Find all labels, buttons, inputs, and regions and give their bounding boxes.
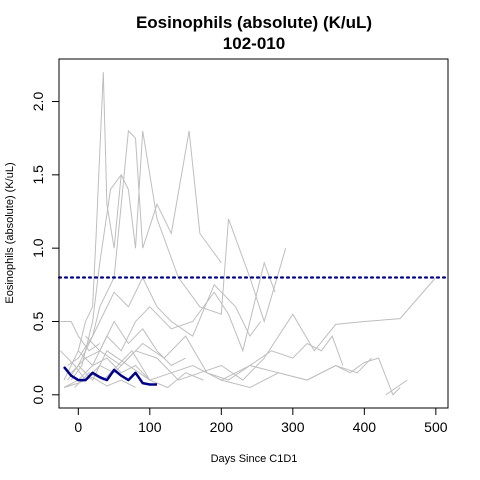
background-series-line-2 xyxy=(63,72,122,381)
x-axis-label: Days Since C1D1 xyxy=(211,453,298,465)
chart-subtitle: 102-010 xyxy=(223,34,285,53)
y-tick-label: 1.0 xyxy=(30,238,46,258)
chart-title: Eosinophils (absolute) (K/uL) xyxy=(136,13,372,32)
background-series-line-8 xyxy=(70,335,344,381)
background-series-line-13 xyxy=(63,376,136,388)
background-series-line-12 xyxy=(221,357,401,396)
background-series-line-10 xyxy=(74,349,204,389)
x-tick-label: 0 xyxy=(74,419,82,435)
y-tick-label: 1.5 xyxy=(30,165,46,185)
background-series-line-5 xyxy=(67,276,262,381)
x-tick-label: 300 xyxy=(281,419,305,435)
y-axis: 0.0 0.5 1.0 1.5 2.0 xyxy=(30,92,60,405)
y-axis-label: Eosinophils (absolute) (K/uL) xyxy=(4,162,16,303)
background-series-line-15 xyxy=(385,379,408,396)
y-tick-label: 0.0 xyxy=(30,385,46,405)
x-axis: 0 100 200 300 400 500 xyxy=(74,407,448,435)
background-series-line-11 xyxy=(85,320,186,367)
x-tick-label: 200 xyxy=(210,419,234,435)
background-series-line-1 xyxy=(60,321,101,352)
series-layer xyxy=(60,72,437,396)
x-tick-label: 500 xyxy=(424,419,448,435)
background-series-line-14 xyxy=(77,350,151,381)
background-series-line-7 xyxy=(60,277,437,381)
x-tick-label: 100 xyxy=(138,419,162,435)
x-tick-label: 400 xyxy=(353,419,377,435)
y-tick-label: 0.5 xyxy=(30,312,46,332)
highlight-series-line xyxy=(63,366,157,386)
y-tick-label: 2.0 xyxy=(30,92,46,112)
background-series-line-4 xyxy=(70,130,287,381)
plot-area-border xyxy=(58,58,449,409)
background-series-line-6 xyxy=(63,261,276,388)
